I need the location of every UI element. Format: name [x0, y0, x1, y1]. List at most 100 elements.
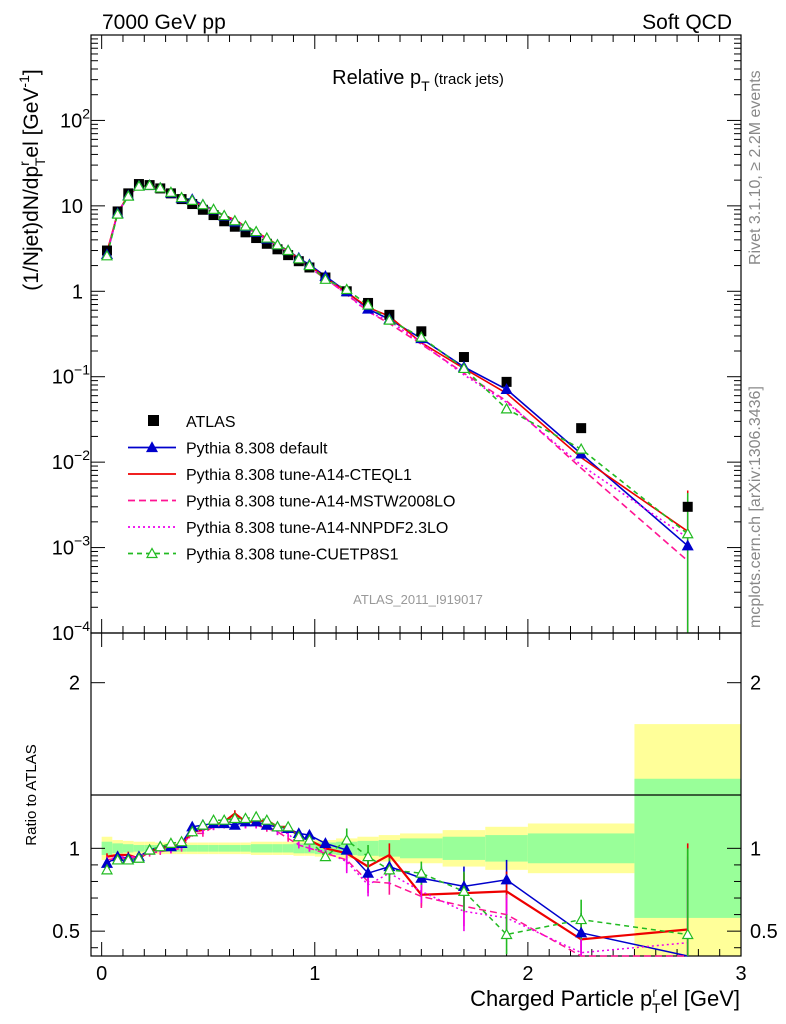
x-tick-label: 2 — [522, 963, 533, 985]
legend-label: ATLAS — [186, 414, 236, 431]
ratio-series-4-marker — [111, 853, 124, 865]
ratio-y-tick-label: 0.5 — [52, 921, 80, 943]
series-5-marker — [500, 402, 513, 414]
main-panel: 10−4 10−3 10−2 10−1 1 10 102 Relative pT (trac… — [16, 34, 742, 645]
series-5-marker — [132, 179, 145, 191]
legend-label: Pythia 8.308 tune-A14-CTEQL1 — [186, 467, 412, 484]
legend-label: Pythia 8.308 tune-A14-MSTW2008LO — [186, 494, 455, 511]
stat-uncertainty-band — [485, 835, 528, 862]
ratio-series-4-marker — [122, 853, 135, 865]
ratio-series-0-marker — [319, 837, 332, 848]
ratio-y-axis-label: Ratio to ATLAS — [23, 744, 40, 845]
ratio-series-4-marker — [186, 825, 199, 837]
ratio-series-4-marker — [228, 812, 241, 824]
atlas-data-point — [283, 250, 294, 261]
stat-uncertainty-band — [229, 845, 241, 852]
atlas-data-point — [458, 352, 469, 363]
series-5-line — [106, 184, 689, 535]
series-5-marker — [681, 527, 694, 539]
stat-uncertainty-band — [293, 843, 305, 854]
series-5-marker — [186, 194, 199, 205]
y-tick-label: 102 — [60, 105, 90, 132]
header-left: 7000 GeV pp — [102, 11, 226, 34]
ratio-series-0-marker — [575, 926, 588, 938]
stat-uncertainty-band — [240, 845, 251, 852]
ratio-y-tick-label: 2 — [69, 673, 80, 695]
series-5-marker — [362, 298, 375, 310]
series-5-marker — [319, 273, 332, 284]
ratio-series-4-marker — [362, 850, 375, 862]
legend-label: Pythia 8.308 tune-CUETP8S1 — [186, 547, 399, 564]
stat-uncertainty-band — [197, 845, 209, 852]
series-5-marker — [260, 231, 273, 243]
ratio-series-0-marker — [340, 843, 353, 855]
ratio-series-4-marker — [100, 863, 114, 875]
series-5-marker — [239, 219, 252, 231]
ratio-series-4-marker — [282, 820, 295, 832]
ratio-series-4-marker — [415, 866, 428, 878]
series-5-marker — [207, 203, 220, 214]
stat-uncertainty-band — [250, 844, 262, 853]
ratio-series-4-marker — [250, 810, 263, 822]
series-5-marker — [111, 207, 124, 219]
ratio-series-4-marker — [196, 818, 209, 830]
y-tick-label: 10−4 — [52, 618, 90, 645]
series-5-marker — [175, 191, 188, 203]
ratio-series-4-marker — [383, 863, 396, 875]
stat-uncertainty-band — [133, 845, 145, 852]
series-5-marker — [383, 313, 396, 325]
ratio-series-4-marker — [681, 928, 694, 940]
atlas-data-point — [576, 423, 587, 434]
y-tick-label: 10 — [61, 196, 83, 218]
legend-label: Pythia 8.308 default — [186, 441, 328, 458]
ratio-series-4-marker — [143, 843, 156, 855]
ratio-panel-frame — [90, 632, 742, 957]
series-1-marker — [500, 383, 513, 395]
header-right: Soft QCD — [642, 11, 732, 34]
series-5-marker — [250, 225, 263, 237]
legend-swatch — [148, 415, 159, 426]
series-5-marker — [271, 238, 284, 250]
atlas-data-point — [251, 233, 262, 244]
ratio-series-4-marker — [303, 833, 316, 845]
series-5-marker — [575, 442, 588, 454]
ratio-series-4-marker — [239, 812, 252, 824]
legend: ATLAS Pythia 8.308 default Pythia 8.308 tu… — [128, 414, 455, 564]
series-5-marker — [218, 209, 231, 221]
rivet-label: Rivet 3.1.10, ≥ 2.2M events — [747, 70, 764, 265]
ratio-series-4-marker — [260, 813, 273, 825]
ratio-series-4-marker — [292, 830, 305, 842]
stat-uncertainty-band — [208, 845, 219, 852]
y-axis-label: (1/Njet)dN/dprTel [GeV-1] — [16, 69, 48, 290]
ratio-y-tick-label: 1 — [750, 838, 761, 860]
series-5-marker — [415, 330, 428, 342]
atlas-data-point — [208, 210, 219, 221]
ratio-series-4-marker — [207, 813, 220, 825]
series-5-marker — [340, 283, 353, 295]
ratio-y-tick-label: 0.5 — [750, 921, 778, 943]
y-tick-label: 10−1 — [52, 362, 90, 389]
series-5-marker — [292, 252, 305, 264]
ratio-y-tick-label: 1 — [69, 838, 80, 860]
atlas-data-point — [229, 221, 240, 232]
ratio-series-4-marker — [164, 837, 177, 848]
series-1-marker — [681, 539, 694, 551]
stat-uncertainty-band — [282, 844, 294, 853]
analysis-id: ATLAS_2011_I919017 — [353, 592, 483, 607]
ratio-y-tick-label: 2 — [750, 673, 761, 695]
stat-uncertainty-band — [186, 845, 198, 852]
stat-uncertainty-band — [122, 844, 134, 853]
x-tick-label: 0 — [96, 963, 107, 985]
series-5-marker — [122, 189, 135, 201]
atlas-data-point — [682, 501, 693, 512]
legend-marker — [145, 441, 159, 453]
ratio-series-4-marker — [218, 813, 231, 825]
series-5-marker — [228, 214, 241, 226]
atlas-data-point — [261, 238, 272, 249]
stat-uncertainty-band — [400, 838, 443, 859]
ratio-series-0-marker — [362, 866, 375, 878]
ratio-series-4-marker — [500, 928, 513, 940]
stat-uncertainty-band — [112, 843, 123, 854]
series-5-marker — [164, 186, 177, 197]
ratio-series-2-line — [106, 817, 688, 957]
